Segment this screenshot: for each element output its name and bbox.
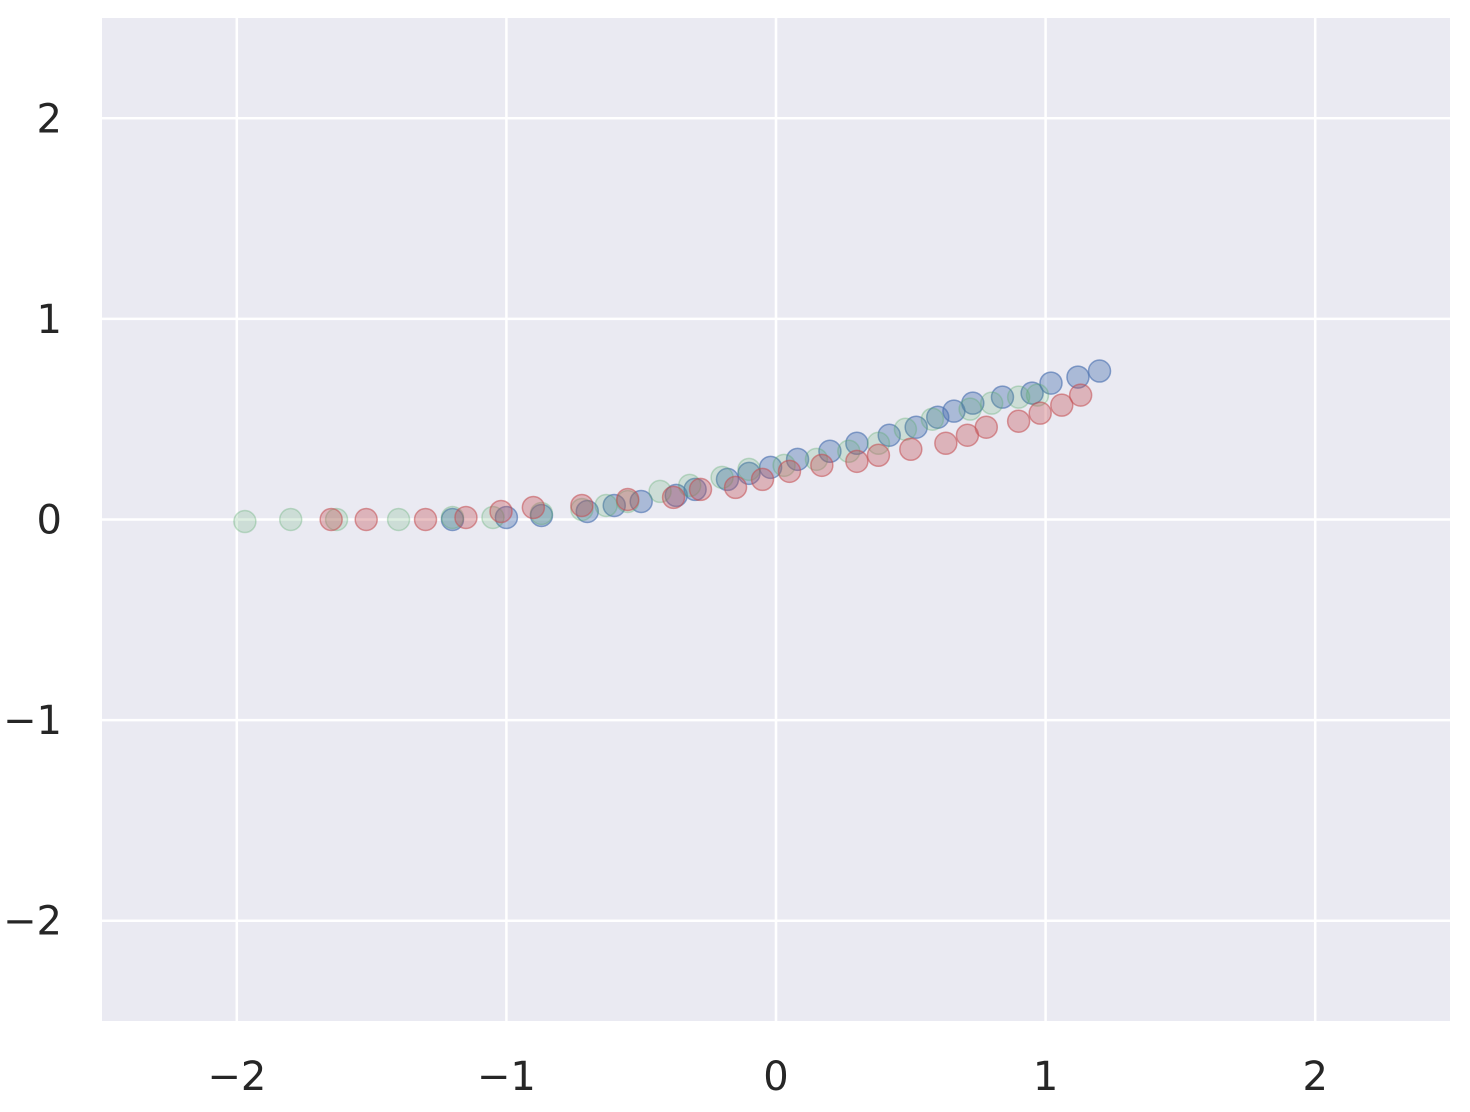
data-point bbox=[752, 468, 774, 490]
y-tick-label: 2 bbox=[37, 96, 62, 142]
x-tick-label: −2 bbox=[207, 1054, 266, 1100]
data-point bbox=[725, 476, 747, 498]
x-tick-label: 1 bbox=[1033, 1054, 1058, 1100]
data-point bbox=[455, 506, 477, 528]
data-point bbox=[595, 494, 617, 516]
y-tick-label: 1 bbox=[37, 297, 62, 343]
data-point bbox=[867, 444, 889, 466]
data-point bbox=[975, 416, 997, 438]
data-point bbox=[415, 509, 437, 531]
data-point bbox=[617, 488, 639, 510]
data-point bbox=[320, 509, 342, 531]
data-point bbox=[1089, 360, 1111, 382]
data-point bbox=[690, 478, 712, 500]
data-point bbox=[778, 460, 800, 482]
data-point bbox=[846, 450, 868, 472]
data-point bbox=[522, 496, 544, 518]
y-axis-ticks: −2 −1 0 1 2 bbox=[3, 96, 62, 944]
x-tick-label: 0 bbox=[763, 1054, 788, 1100]
x-axis-ticks: −2 −1 0 1 2 bbox=[207, 1054, 1328, 1100]
data-point bbox=[959, 398, 981, 420]
y-tick-label: 0 bbox=[37, 498, 62, 544]
data-point bbox=[921, 408, 943, 430]
data-point bbox=[1070, 384, 1092, 406]
data-point bbox=[280, 509, 302, 531]
data-point bbox=[1029, 402, 1051, 424]
y-tick-label: −2 bbox=[3, 899, 62, 945]
data-point bbox=[490, 500, 512, 522]
data-point bbox=[894, 418, 916, 440]
data-point bbox=[811, 454, 833, 476]
data-point bbox=[388, 509, 410, 531]
data-point bbox=[571, 494, 593, 516]
data-point bbox=[981, 392, 1003, 414]
x-tick-label: −1 bbox=[477, 1054, 536, 1100]
y-tick-label: −1 bbox=[3, 698, 62, 744]
x-tick-label: 2 bbox=[1302, 1054, 1327, 1100]
data-point bbox=[355, 509, 377, 531]
data-point bbox=[935, 432, 957, 454]
data-point bbox=[900, 438, 922, 460]
data-point bbox=[234, 511, 256, 533]
data-point bbox=[663, 486, 685, 508]
data-point bbox=[1008, 410, 1030, 432]
